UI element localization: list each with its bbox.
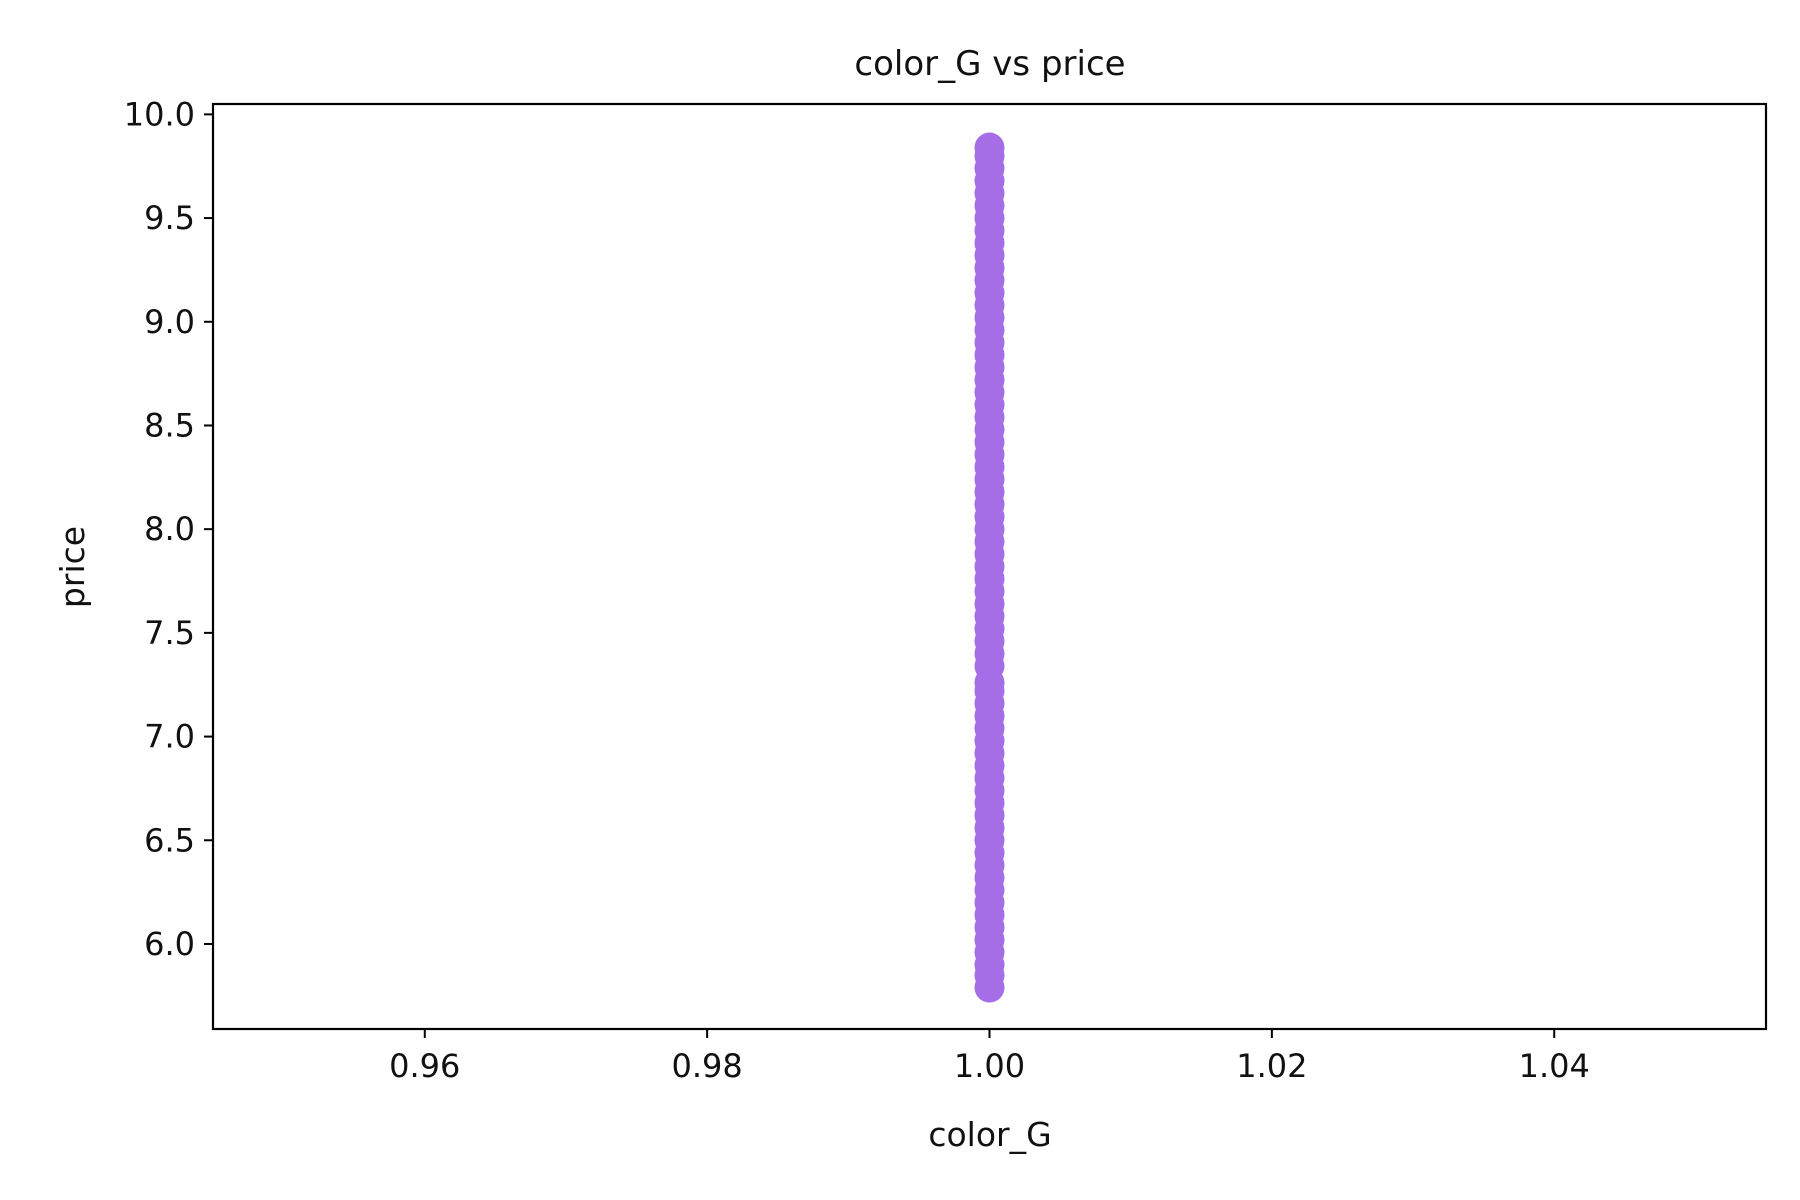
x-axis-title: color_G	[928, 1115, 1051, 1154]
x-tick-label: 0.96	[389, 1047, 460, 1085]
y-axis-title: price	[53, 526, 92, 608]
y-tick-label: 7.0	[144, 718, 195, 756]
y-tick-label: 10.0	[124, 95, 195, 133]
y-tick-label: 7.5	[144, 614, 195, 652]
x-tick-label: 1.02	[1236, 1047, 1307, 1085]
y-tick-label: 8.0	[144, 510, 195, 548]
y-tick-label: 8.5	[144, 406, 195, 444]
data-point	[974, 132, 1005, 163]
x-tick-label: 1.00	[954, 1047, 1025, 1085]
y-tick-label: 9.5	[144, 199, 195, 237]
data-points	[974, 132, 1005, 1003]
chart-title: color_G vs price	[854, 44, 1125, 84]
x-tick-label: 0.98	[672, 1047, 743, 1085]
x-axis-ticks: 0.96 0.98 1.00 1.02 1.04	[389, 1029, 1590, 1085]
y-tick-label: 9.0	[144, 303, 195, 341]
x-tick-label: 1.04	[1519, 1047, 1590, 1085]
y-tick-label: 6.0	[144, 925, 195, 963]
y-axis-ticks: 6.0 6.5 7.0 7.5 8.0 8.5 9.0 9.5 10.0	[124, 95, 213, 963]
y-tick-label: 6.5	[144, 821, 195, 859]
